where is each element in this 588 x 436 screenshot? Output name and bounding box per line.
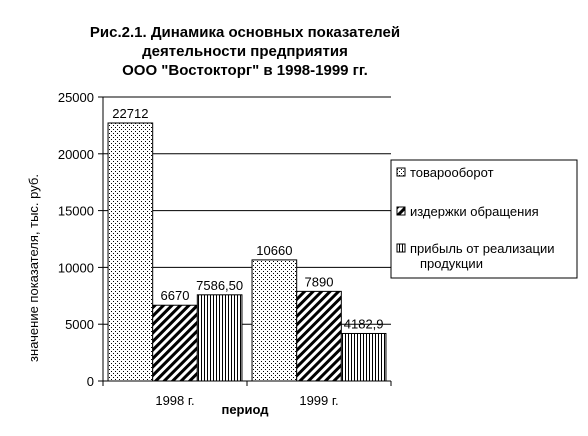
chart-title-line-2: деятельности предприятия: [142, 43, 348, 60]
data-label: 10660: [256, 243, 292, 258]
chart-title-line-3: ООО "Востокторг" в 1998-1999 гг.: [122, 62, 368, 79]
y-axis-label: значение показателя, тыс. руб.: [26, 174, 41, 362]
data-label: 22712: [112, 106, 148, 121]
bars: [107, 122, 387, 382]
legend-label: прибыль от реализации продукции: [410, 241, 555, 271]
legend-swatch: [396, 243, 406, 253]
data-label: 6670: [161, 288, 190, 303]
y-tick-label: 25000: [58, 90, 94, 105]
data-label: 7890: [305, 274, 334, 289]
y-tick-label: 10000: [58, 260, 94, 275]
data-labels: 22712 10660 6670 7890 7586,50 4182,9: [112, 106, 383, 331]
legend: товарооборот издержки обращения прибыль от…: [390, 159, 578, 279]
bar: [152, 304, 198, 382]
chart-title-line-1: Рис.2.1. Динамика основных показателей: [90, 24, 400, 41]
legend-label: товарооборот: [410, 165, 494, 180]
y-tick-label: 5000: [65, 317, 94, 332]
legend-swatch: [396, 206, 406, 216]
y-tick-label: 20000: [58, 147, 94, 162]
y-axis-ticks: 0 5000 10000 15000 20000 25000: [58, 90, 103, 389]
x-tick-label: 1998 г.: [155, 393, 194, 408]
legend-frame: [390, 159, 578, 279]
legend-swatch: [396, 167, 406, 177]
bar: [340, 332, 387, 382]
bar: [296, 290, 342, 382]
data-label: 4182,9: [344, 316, 384, 331]
x-axis-ticks: 1998 г. 1999 г.: [102, 381, 392, 408]
bar: [196, 294, 243, 382]
legend-label: издержки обращения: [410, 204, 539, 219]
x-axis-label: период: [221, 402, 269, 417]
bar: [251, 259, 298, 382]
chart-title: Рис.2.1. Динамика основных показателей д…: [90, 24, 400, 79]
bar: [107, 122, 154, 382]
x-tick-label: 1999 г.: [299, 393, 338, 408]
data-label: 7586,50: [196, 278, 243, 293]
y-tick-label: 15000: [58, 204, 94, 219]
y-tick-label: 0: [87, 374, 94, 389]
